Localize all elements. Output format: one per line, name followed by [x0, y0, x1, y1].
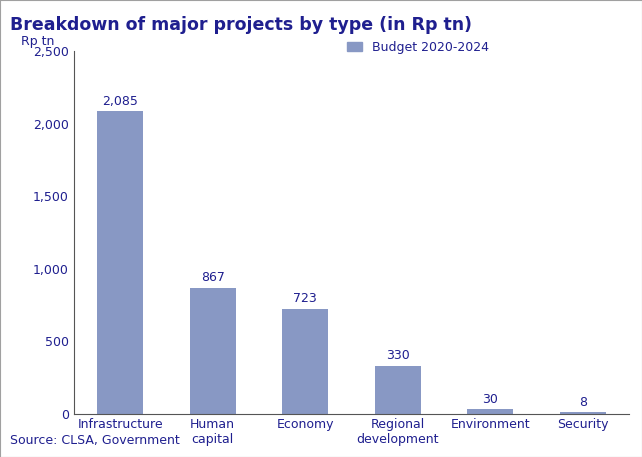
Bar — [467, 409, 514, 414]
Bar — [375, 366, 421, 414]
Text: 867: 867 — [201, 271, 225, 284]
Text: 723: 723 — [293, 292, 317, 305]
Bar — [189, 288, 236, 414]
Text: Source: CLSA, Government: Source: CLSA, Government — [10, 434, 179, 446]
Text: 330: 330 — [386, 349, 410, 362]
Bar — [282, 309, 328, 414]
Text: Rp tn: Rp tn — [21, 35, 55, 48]
Text: 2,085: 2,085 — [102, 95, 138, 108]
Bar — [560, 412, 606, 414]
Text: Breakdown of major projects by type (in Rp tn): Breakdown of major projects by type (in … — [10, 16, 472, 34]
Bar — [97, 112, 143, 414]
Text: 8: 8 — [579, 396, 587, 409]
Legend: Budget 2020-2024: Budget 2020-2024 — [342, 36, 494, 58]
Text: 30: 30 — [482, 393, 498, 406]
